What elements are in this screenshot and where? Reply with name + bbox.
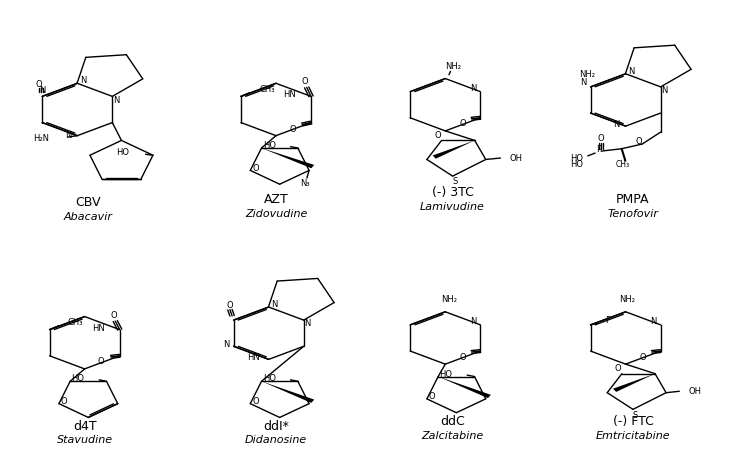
Text: HN: HN (247, 354, 260, 362)
Text: O: O (35, 80, 42, 89)
Text: N: N (470, 84, 476, 93)
Text: O: O (615, 365, 622, 373)
Text: NH₂: NH₂ (578, 70, 595, 79)
Text: HO: HO (116, 149, 130, 158)
Text: F: F (605, 316, 610, 325)
Text: N: N (223, 340, 230, 349)
Text: O: O (459, 119, 466, 129)
Polygon shape (261, 381, 314, 403)
Text: O: O (61, 397, 68, 406)
Text: HO: HO (439, 370, 453, 378)
Text: NH₂: NH₂ (619, 296, 635, 304)
Text: N: N (628, 67, 634, 76)
Text: OH: OH (688, 387, 701, 396)
Text: N: N (470, 317, 476, 326)
Text: N: N (66, 131, 71, 140)
Text: S: S (632, 411, 638, 419)
Text: HO: HO (570, 160, 583, 169)
Text: ddI*: ddI* (263, 419, 289, 433)
Text: O: O (302, 77, 308, 86)
Text: (-) 3TC: (-) 3TC (432, 186, 473, 199)
Text: CH₃: CH₃ (259, 85, 275, 94)
Text: O: O (640, 353, 646, 362)
Text: O: O (459, 353, 466, 362)
Polygon shape (261, 148, 314, 168)
Text: O: O (252, 397, 259, 406)
Text: Zalcitabine: Zalcitabine (422, 430, 484, 441)
Text: O: O (635, 137, 642, 146)
Text: O: O (252, 164, 259, 172)
Text: N: N (614, 120, 620, 129)
Text: NH₂: NH₂ (445, 62, 461, 71)
Text: N: N (650, 317, 657, 326)
Text: N: N (271, 300, 277, 309)
Text: Didanosine: Didanosine (245, 435, 307, 446)
Text: d4T: d4T (73, 419, 96, 433)
Text: CH₃: CH₃ (68, 318, 83, 327)
Text: Zidovudine: Zidovudine (245, 209, 307, 219)
Text: HO: HO (263, 141, 276, 150)
Text: Abacavir: Abacavir (64, 211, 113, 222)
Text: Lamivudine: Lamivudine (420, 202, 485, 212)
Text: HN: HN (283, 90, 297, 99)
Text: N: N (79, 76, 86, 85)
Text: N: N (113, 96, 119, 105)
Text: O: O (98, 357, 105, 367)
Text: HO: HO (570, 154, 583, 163)
Text: N: N (304, 319, 311, 328)
Text: Emtricitabine: Emtricitabine (595, 430, 670, 441)
Text: CBV: CBV (76, 196, 101, 209)
Text: PMPA: PMPA (616, 193, 650, 207)
Text: O: O (429, 392, 436, 401)
Text: P: P (596, 145, 601, 154)
Text: O: O (110, 311, 117, 320)
Text: H₂N: H₂N (33, 135, 49, 143)
Text: N: N (580, 78, 587, 87)
Text: O: O (598, 134, 604, 143)
Text: HO: HO (71, 375, 85, 383)
Text: HO: HO (263, 375, 276, 383)
Text: N: N (39, 86, 46, 95)
Text: O: O (289, 125, 296, 134)
Text: AZT: AZT (263, 193, 289, 207)
Polygon shape (433, 140, 475, 159)
Text: CH₃: CH₃ (616, 160, 630, 169)
Polygon shape (438, 377, 491, 398)
Text: HN: HN (92, 324, 105, 333)
Text: O: O (227, 301, 233, 310)
Text: (-) FTC: (-) FTC (612, 415, 654, 428)
Text: O: O (434, 131, 442, 140)
Text: Stavudine: Stavudine (57, 435, 113, 446)
Text: NH₂: NH₂ (441, 296, 457, 304)
Text: N: N (661, 86, 668, 95)
Text: Tenofovir: Tenofovir (607, 209, 659, 219)
Text: OH: OH (509, 154, 523, 162)
Text: S: S (452, 178, 458, 186)
Text: ddC: ddC (440, 415, 465, 428)
Text: N₃: N₃ (300, 179, 310, 188)
Polygon shape (613, 374, 655, 392)
